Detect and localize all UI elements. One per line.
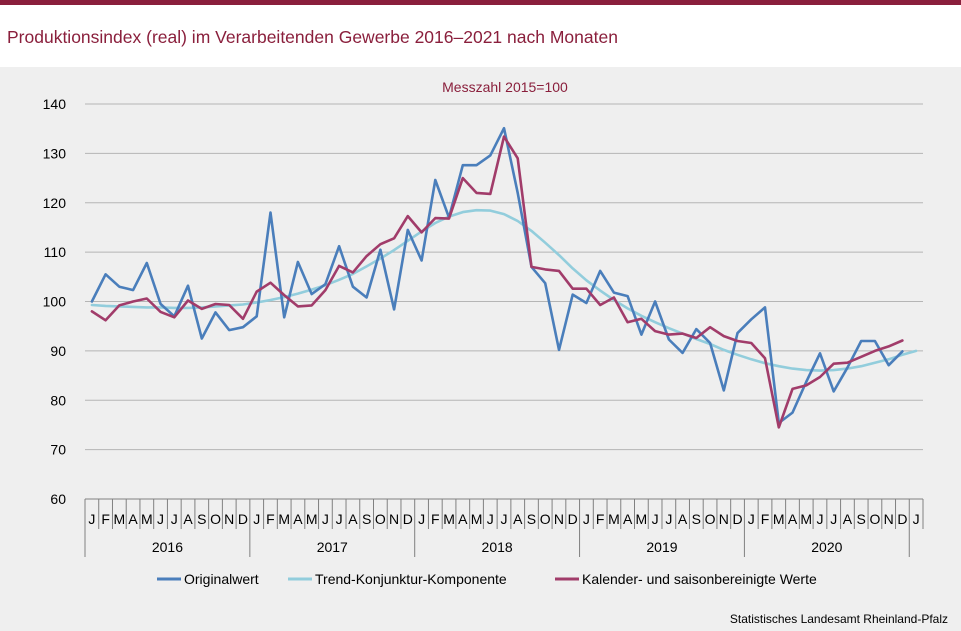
month-label: N	[389, 511, 399, 527]
month-label: J	[665, 511, 672, 527]
year-label: 2018	[482, 539, 513, 555]
month-label: J	[171, 511, 178, 527]
month-label: A	[293, 511, 303, 527]
month-label: D	[238, 511, 248, 527]
month-label: F	[266, 511, 275, 527]
month-label: J	[748, 511, 755, 527]
month-label: N	[224, 511, 234, 527]
month-label: O	[869, 511, 880, 527]
month-label: M	[278, 511, 290, 527]
month-label: J	[336, 511, 343, 527]
month-label: D	[732, 511, 742, 527]
month-label: O	[705, 511, 716, 527]
chart-subtitle: Messzahl 2015=100	[442, 79, 568, 95]
month-label: D	[568, 511, 578, 527]
month-label: M	[608, 511, 620, 527]
month-label: M	[114, 511, 126, 527]
month-label: J	[157, 511, 164, 527]
month-label: A	[128, 511, 138, 527]
legend-label: Trend-Konjunktur-Komponente	[315, 571, 507, 587]
month-label: A	[513, 511, 523, 527]
series-line	[90, 126, 904, 425]
month-label: A	[678, 511, 688, 527]
header: Produktionsindex (real) im Verarbeitende…	[0, 5, 961, 67]
legend-label: Kalender- und saisonbereinigte Werte	[582, 571, 817, 587]
series-line	[90, 208, 918, 372]
month-label: D	[897, 511, 907, 527]
month-label: F	[431, 511, 440, 527]
month-label: J	[501, 511, 508, 527]
month-label: J	[418, 511, 425, 527]
month-label: J	[830, 511, 837, 527]
month-label: M	[773, 511, 785, 527]
series-lines	[90, 126, 918, 429]
month-label: F	[761, 511, 770, 527]
grid-lines	[85, 103, 923, 451]
legend-label: Originalwert	[184, 571, 259, 587]
month-label: S	[197, 511, 206, 527]
month-label: D	[403, 511, 413, 527]
month-label: A	[843, 511, 853, 527]
month-label: J	[253, 511, 260, 527]
month-label: M	[471, 511, 483, 527]
y-tick-label: 100	[43, 294, 67, 310]
month-label: A	[458, 511, 468, 527]
y-tick-label: 140	[43, 96, 67, 112]
month-label: A	[348, 511, 358, 527]
month-label: M	[800, 511, 812, 527]
month-label: S	[692, 511, 701, 527]
y-tick-label: 60	[50, 491, 66, 507]
month-label: M	[306, 511, 318, 527]
month-label: J	[88, 511, 95, 527]
month-label: M	[141, 511, 153, 527]
y-tick-label: 110	[44, 244, 67, 260]
legend: Originalwert Trend-Konjunktur-Komponente K…	[157, 571, 817, 587]
chart-title: Produktionsindex (real) im Verarbeitende…	[7, 27, 618, 47]
month-label: A	[623, 511, 633, 527]
y-tick-label: 130	[43, 145, 67, 161]
y-tick-label: 90	[50, 343, 66, 359]
year-label: 2020	[811, 539, 842, 555]
month-label: S	[362, 511, 371, 527]
month-label: F	[596, 511, 605, 527]
year-label: 2017	[317, 539, 348, 555]
month-label: O	[210, 511, 221, 527]
y-tick-label: 120	[43, 195, 67, 211]
month-label: J	[322, 511, 329, 527]
month-label: S	[527, 511, 536, 527]
month-label: N	[884, 511, 894, 527]
month-label: S	[857, 511, 866, 527]
month-label: F	[101, 511, 110, 527]
year-label: 2016	[152, 539, 183, 555]
month-label: A	[788, 511, 798, 527]
month-label: J	[583, 511, 590, 527]
y-tick-label: 80	[50, 392, 66, 408]
year-label: 2019	[646, 539, 677, 555]
month-label: J	[652, 511, 659, 527]
month-label: N	[719, 511, 729, 527]
month-label: O	[375, 511, 386, 527]
month-label: N	[554, 511, 564, 527]
month-label: A	[183, 511, 193, 527]
y-tick-label: 70	[50, 442, 66, 458]
month-label: J	[487, 511, 494, 527]
month-label: M	[636, 511, 648, 527]
source-note: Statistisches Landesamt Rheinland-Pfalz	[729, 612, 948, 626]
month-label: J	[816, 511, 823, 527]
month-label: M	[443, 511, 455, 527]
top-accent-bar	[0, 0, 961, 5]
month-label: J	[913, 511, 920, 527]
series-line	[90, 135, 904, 429]
month-label: O	[540, 511, 551, 527]
y-axis: 60 70 80 90 100 110 120 130 140	[43, 96, 67, 507]
